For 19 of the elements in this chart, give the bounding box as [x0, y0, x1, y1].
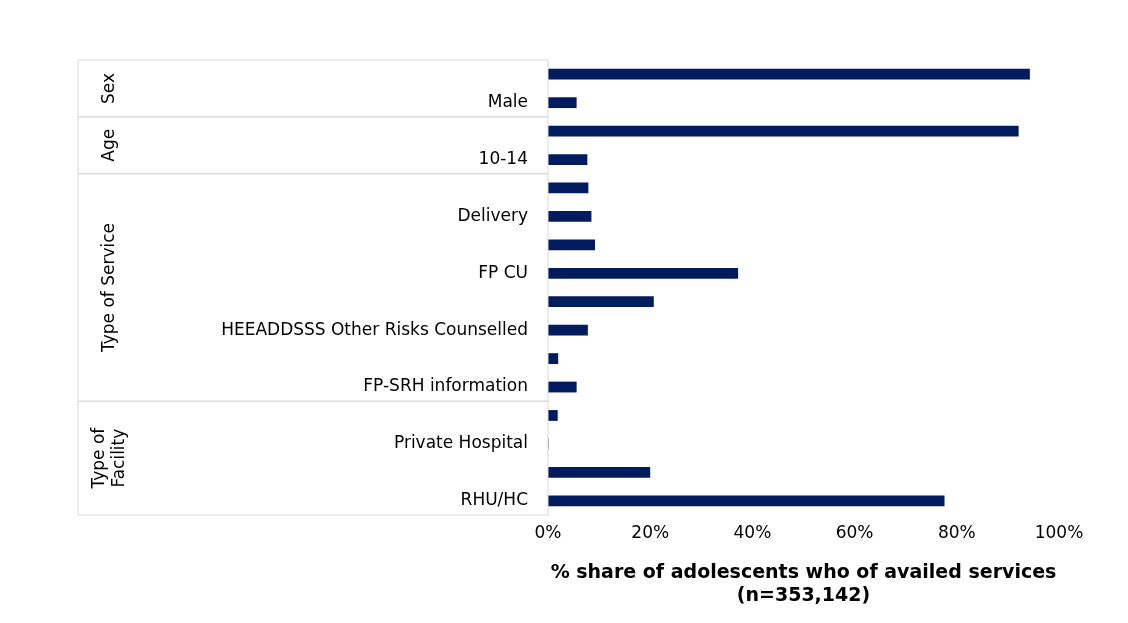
- text: Type of Service: [98, 222, 119, 354]
- y-tick-label: Delivery: [457, 204, 528, 225]
- y-tick-label: RHU/HC: [460, 489, 528, 510]
- x-tick-label: 40%: [733, 521, 772, 542]
- y-tick-label: Male: [487, 91, 528, 112]
- x-tick-label: 20%: [631, 521, 670, 542]
- y-tick-label: FP-SRH information: [363, 375, 528, 396]
- x-tick-label: 100%: [1034, 521, 1084, 542]
- x-tick-label: 60%: [835, 521, 874, 542]
- text: Age: [98, 128, 119, 162]
- x-axis-title: % share of adolescents who of availed services (n=353,142): [550, 559, 1057, 605]
- x-tick-label: 0%: [534, 521, 562, 542]
- text: Type of Facility: [88, 426, 129, 490]
- y-tick-label: HEEADDSSS Other Risks Counselled: [221, 318, 528, 339]
- y-tick-label: FP CU: [478, 261, 528, 282]
- y-tick-label: Private Hospital: [393, 432, 528, 453]
- x-tick-label: 80%: [937, 521, 976, 542]
- y-tick-label: 10-14: [478, 147, 528, 168]
- text: Sex: [98, 72, 119, 104]
